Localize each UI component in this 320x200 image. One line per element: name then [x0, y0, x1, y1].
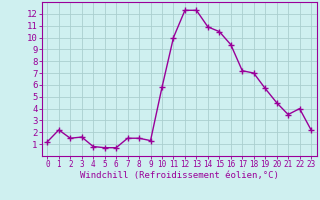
X-axis label: Windchill (Refroidissement éolien,°C): Windchill (Refroidissement éolien,°C)	[80, 171, 279, 180]
